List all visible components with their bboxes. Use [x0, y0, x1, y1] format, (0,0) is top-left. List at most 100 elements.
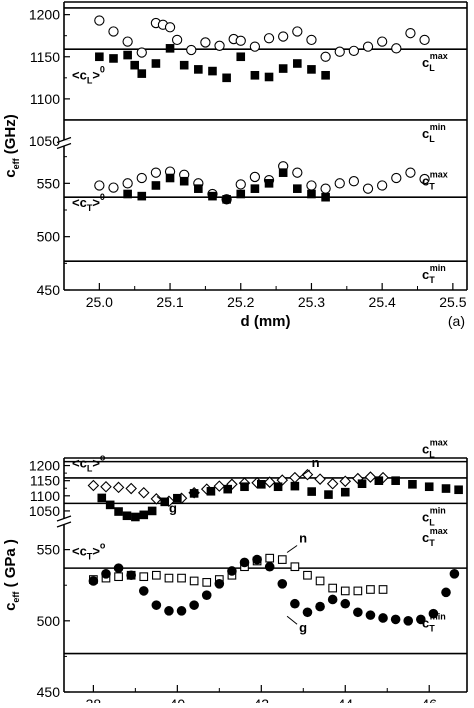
data-point — [265, 553, 275, 563]
data-point — [419, 173, 430, 185]
curve-label-leader — [299, 469, 310, 478]
lower-ref-label-main: <c — [72, 543, 87, 558]
lower-hline-label: cTmin — [422, 263, 446, 285]
upper-hline-label-sup: max — [430, 438, 448, 448]
data-point — [240, 482, 249, 492]
data-point — [137, 487, 150, 499]
data-point — [278, 31, 289, 42]
data-point — [405, 167, 416, 178]
data-point — [160, 497, 170, 507]
data-point — [189, 600, 199, 610]
data-point — [334, 178, 345, 189]
data-point — [405, 28, 416, 39]
x-tick-label: 25.5 — [439, 294, 466, 310]
lower-top-label: cTmax — [422, 526, 448, 548]
data-point — [171, 34, 183, 46]
lower-ref-label-sub: T — [87, 203, 93, 213]
x-tick-label: 44 — [337, 696, 353, 703]
lower-ref-label-sub: T — [87, 551, 93, 561]
y-tick-label: 1150 — [30, 49, 60, 65]
lower-hline-label-sup: min — [430, 263, 446, 273]
data-point — [290, 562, 300, 572]
data-point — [278, 168, 288, 177]
data-point — [164, 573, 174, 583]
data-point — [150, 167, 162, 178]
lower-min-label: cTmin — [422, 612, 446, 634]
data-point — [152, 570, 161, 580]
data-point — [364, 471, 377, 483]
data-point — [250, 184, 260, 193]
data-point — [320, 183, 331, 194]
data-point — [419, 34, 430, 46]
data-point — [408, 480, 417, 489]
y-tick-label: 1100 — [30, 91, 60, 107]
data-point — [137, 69, 147, 78]
data-point — [302, 607, 313, 618]
data-point — [249, 171, 261, 183]
y-tick-label: 550 — [37, 175, 61, 191]
data-point — [366, 585, 375, 594]
y-tick-label: 500 — [37, 229, 61, 245]
lower-hline-label-sub: T — [429, 275, 435, 285]
data-point — [306, 34, 317, 46]
data-point — [416, 614, 426, 625]
upper-hline-label-sup: min — [430, 505, 446, 515]
lower-hline-label-main: c — [422, 267, 429, 282]
y-tick-label: 1100 — [30, 488, 60, 504]
data-point — [179, 176, 189, 186]
data-point — [136, 172, 147, 184]
axis-break-gap — [56, 519, 72, 525]
data-point — [378, 585, 388, 594]
y-axis-label: ceff ( GPa ) — [2, 539, 21, 611]
lower-ref-label-close: > — [92, 543, 100, 558]
y-tick-label: 550 — [37, 542, 61, 558]
axis-break-gap — [56, 140, 72, 147]
data-point — [236, 52, 246, 62]
lower-series-1 — [123, 168, 330, 204]
data-point — [324, 490, 333, 499]
data-point — [108, 26, 119, 37]
data-point — [200, 37, 211, 48]
data-point — [236, 189, 246, 199]
data-point — [151, 181, 161, 190]
x-tick-label: 40 — [170, 696, 186, 703]
data-point — [424, 482, 434, 492]
data-point — [202, 578, 212, 587]
data-point — [307, 189, 316, 199]
data-point — [114, 507, 123, 516]
axis-break-mark — [56, 136, 72, 144]
data-point — [223, 484, 233, 494]
data-point — [125, 482, 137, 495]
data-point — [321, 70, 330, 80]
data-point — [391, 476, 400, 485]
panel-label: (a) — [448, 313, 465, 329]
data-point — [340, 598, 351, 609]
upper-ref-label-close: > — [92, 68, 100, 83]
y-axis-label-unit: (GHz) — [2, 114, 19, 158]
axis-break-mark — [56, 142, 72, 150]
lower-top-label-sub: T — [429, 181, 435, 191]
y-tick-label: 1200 — [29, 7, 60, 23]
data-point — [277, 578, 288, 589]
y-axis-label-unit: ( GPa ) — [2, 539, 19, 592]
lower-min-label-sup: min — [430, 612, 446, 622]
data-point — [164, 606, 174, 616]
curve-label-leader — [286, 545, 298, 553]
upper-series-1 — [97, 476, 463, 522]
data-point — [293, 184, 302, 193]
data-point — [222, 73, 231, 83]
data-point — [194, 184, 203, 193]
lower-top-label: cTmax — [422, 169, 448, 191]
data-point — [165, 173, 175, 183]
data-point — [227, 566, 237, 576]
upper-ref-label-sup: 0 — [100, 65, 105, 75]
data-point — [252, 554, 262, 565]
data-point — [403, 616, 414, 626]
data-point — [273, 482, 283, 492]
upper-hline-label-sup: min — [430, 122, 446, 132]
data-point — [208, 191, 217, 201]
data-point — [306, 180, 317, 191]
y-axis-label-sub: eff — [11, 157, 21, 169]
lower-min-label-main: c — [422, 616, 429, 631]
